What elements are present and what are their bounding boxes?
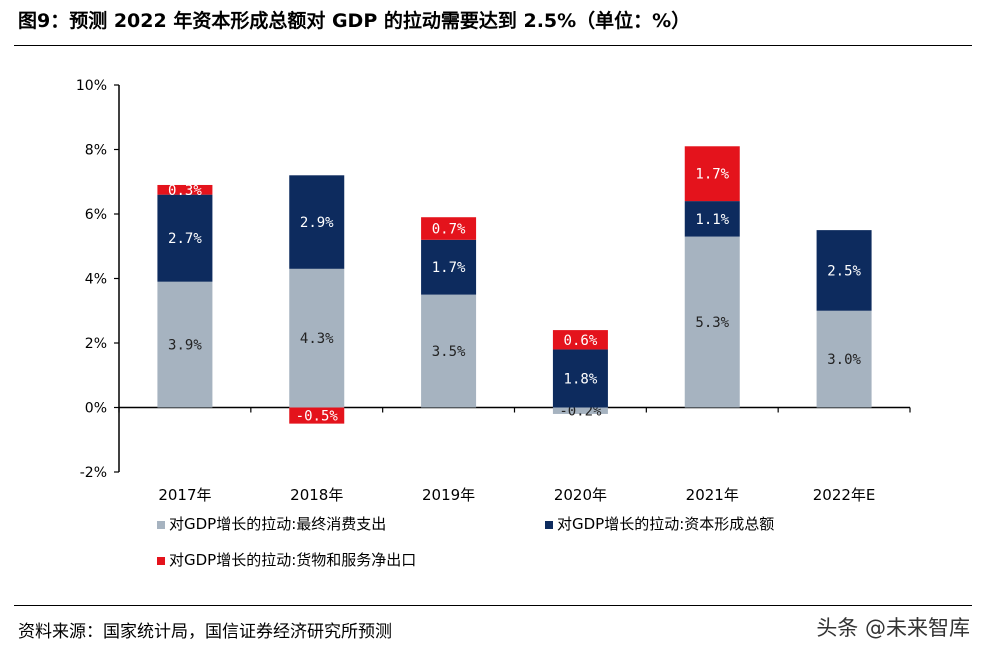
bar-segment-consumption [552, 407, 608, 414]
y-tick-label: -2% [80, 465, 107, 481]
bar-segment-capital [684, 201, 740, 237]
data-label: 1.1% [695, 212, 729, 228]
data-label: 3.9% [168, 338, 202, 354]
bar-segment-capital [157, 194, 213, 282]
bar-segment-net-exports [157, 184, 213, 195]
legend-label: 对GDP增长的拉动:资本形成总额 [557, 515, 774, 533]
bar-segment-net-exports [684, 146, 740, 202]
legend-label: 对GDP增长的拉动:最终消费支出 [169, 515, 386, 533]
title-divider [14, 45, 972, 46]
x-category-label: 2021年 [686, 486, 739, 504]
y-tick-label: 10% [76, 78, 107, 94]
footer-divider [14, 605, 972, 606]
data-label: 0.7% [432, 222, 466, 238]
data-label: -0.5% [296, 409, 339, 425]
legend-swatch [157, 521, 165, 529]
x-category-label: 2020年 [554, 486, 607, 504]
x-category-label: 2018年 [290, 486, 343, 504]
bar-segment-net-exports [552, 330, 608, 350]
bar-segment-capital [816, 230, 872, 311]
bar-segment-consumption [289, 268, 345, 408]
data-label: 3.0% [827, 352, 861, 368]
y-tick-label: 4% [85, 272, 107, 288]
y-tick-label: 8% [85, 143, 107, 159]
data-label: 1.8% [564, 371, 598, 387]
bar-segment-capital [552, 349, 608, 408]
bar-segment-consumption [421, 294, 477, 408]
source-note: 资料来源：国家统计局，国信证券经济研究所预测 [18, 622, 392, 642]
data-label: 0.6% [564, 333, 598, 349]
bar-segment-consumption [684, 236, 740, 408]
data-label: 1.7% [432, 260, 466, 276]
bar-segment-consumption [816, 310, 872, 408]
y-tick-label: 0% [85, 401, 107, 417]
data-label: 2.9% [300, 215, 334, 231]
bar-segment-consumption [157, 281, 213, 408]
bar-segment-capital [289, 175, 345, 269]
y-tick-label: 6% [85, 207, 107, 223]
bar-segment-capital [421, 239, 477, 295]
data-label: 0.3% [168, 183, 202, 199]
data-label: 5.3% [695, 315, 729, 331]
x-category-label: 2017年 [158, 486, 211, 504]
x-category-label: 2019年 [422, 486, 475, 504]
bar-segment-net-exports [421, 217, 477, 240]
y-tick-label: 2% [85, 336, 107, 352]
data-label: 2.5% [827, 263, 861, 279]
data-label: 1.7% [695, 167, 729, 183]
data-label: 3.5% [432, 344, 466, 360]
chart-title: 图9：预测 2022 年资本形成总额对 GDP 的拉动需要达到 2.5%（单位：… [18, 10, 691, 32]
watermark: 头条 @未来智库 [816, 616, 970, 640]
data-label: -0.2% [559, 404, 602, 420]
legend-swatch [545, 521, 553, 529]
x-category-label: 2022年E [813, 486, 876, 504]
data-label: 4.3% [300, 331, 334, 347]
legend-swatch [157, 557, 165, 565]
bar-segment-net-exports [289, 407, 345, 424]
legend-label: 对GDP增长的拉动:货物和服务净出口 [169, 551, 416, 569]
data-label: 2.7% [168, 231, 202, 247]
stacked-bar-chart: -2% 0% 2% 4% 6% 8% 10% 3.9% 2.7% 0.3% 2017年 4.3% 2.9… [76, 78, 911, 569]
